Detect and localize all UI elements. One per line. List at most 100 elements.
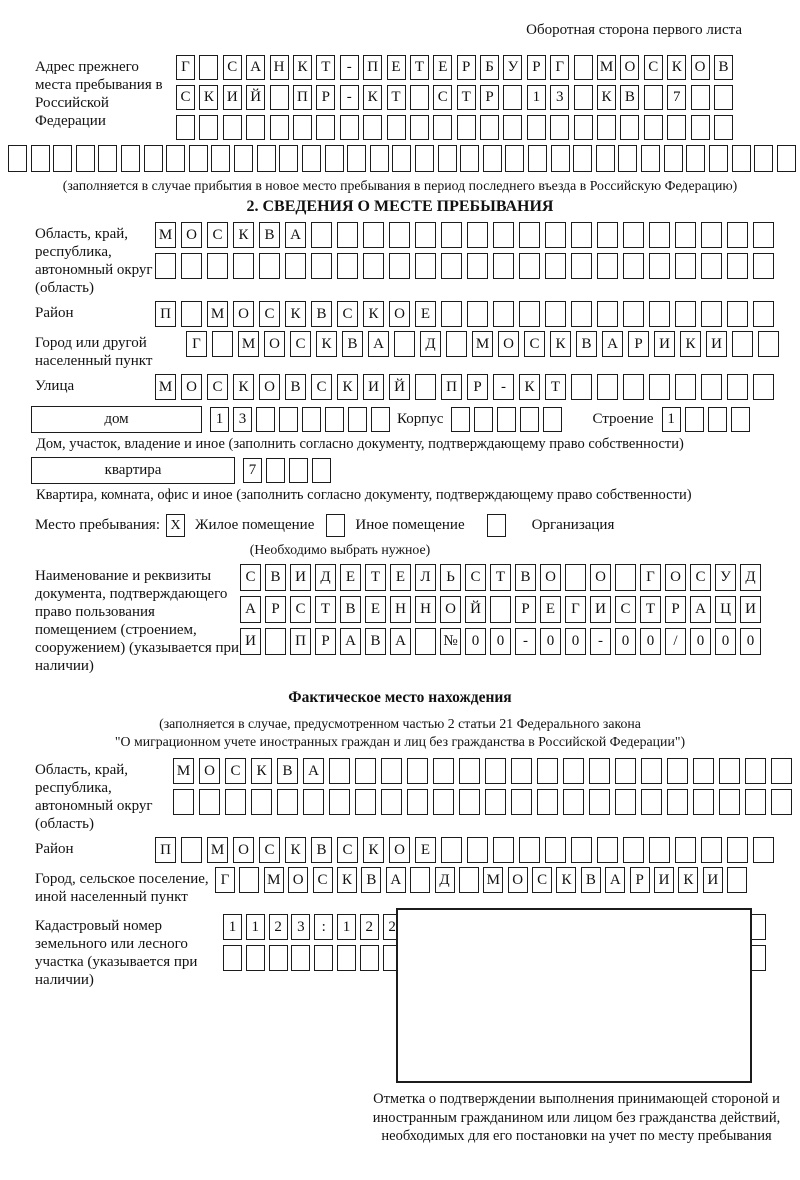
char-cell[interactable] xyxy=(251,789,272,815)
char-cell[interactable]: 0 xyxy=(490,628,511,655)
char-cell[interactable] xyxy=(336,945,356,971)
char-cell[interactable]: - xyxy=(515,628,536,655)
char-cell[interactable]: Б xyxy=(480,55,500,80)
char-cell[interactable] xyxy=(589,789,610,815)
char-cell[interactable] xyxy=(292,115,312,140)
char-cell[interactable]: М xyxy=(472,331,493,357)
char-cell[interactable]: А xyxy=(303,758,324,784)
char-cell[interactable]: - xyxy=(493,374,514,400)
char-cell[interactable]: Р xyxy=(628,331,649,357)
char-cell[interactable] xyxy=(707,407,727,432)
char-cell[interactable]: К xyxy=(363,301,384,327)
char-cell[interactable] xyxy=(359,945,379,971)
char-cell[interactable]: А xyxy=(285,222,306,248)
char-cell[interactable]: К xyxy=(556,867,577,893)
char-cell[interactable] xyxy=(348,407,367,432)
char-cell[interactable]: О xyxy=(181,222,202,248)
char-cell[interactable] xyxy=(389,222,410,248)
char-cell[interactable] xyxy=(701,222,722,248)
char-cell[interactable] xyxy=(545,301,566,327)
char-cell[interactable]: С xyxy=(311,374,332,400)
char-cell[interactable] xyxy=(511,758,532,784)
char-cell[interactable]: Р xyxy=(316,85,336,110)
char-cell[interactable] xyxy=(563,789,584,815)
char-cell[interactable] xyxy=(623,837,644,863)
char-cell[interactable] xyxy=(643,115,663,140)
char-cell[interactable] xyxy=(730,407,750,432)
char-cell[interactable]: О xyxy=(665,564,686,591)
char-cell[interactable]: Т xyxy=(490,564,511,591)
char-cell[interactable] xyxy=(433,789,454,815)
char-cell[interactable]: Т xyxy=(456,85,476,110)
char-cell[interactable]: Е xyxy=(540,596,561,623)
char-cell[interactable]: С xyxy=(222,55,242,80)
char-cell[interactable] xyxy=(701,253,722,279)
char-cell[interactable] xyxy=(713,85,733,110)
char-cell[interactable] xyxy=(519,222,540,248)
char-cell[interactable]: Й xyxy=(246,85,266,110)
char-cell[interactable]: А xyxy=(340,628,361,655)
char-cell[interactable]: М xyxy=(155,374,176,400)
char-cell[interactable] xyxy=(597,253,618,279)
char-cell[interactable] xyxy=(143,145,163,172)
char-cell[interactable]: С xyxy=(290,331,311,357)
char-cell[interactable] xyxy=(537,789,558,815)
char-cell[interactable] xyxy=(181,301,202,327)
char-cell[interactable]: Р xyxy=(629,867,650,893)
char-cell[interactable] xyxy=(675,253,696,279)
char-cell[interactable]: Г xyxy=(565,596,586,623)
char-cell[interactable] xyxy=(121,145,141,172)
char-cell[interactable]: Е xyxy=(340,564,361,591)
char-cell[interactable]: С xyxy=(532,867,553,893)
char-cell[interactable] xyxy=(649,301,670,327)
char-cell[interactable] xyxy=(641,145,661,172)
char-cell[interactable] xyxy=(620,115,640,140)
char-cell[interactable] xyxy=(265,628,286,655)
char-cell[interactable] xyxy=(407,789,428,815)
char-cell[interactable]: С xyxy=(337,837,358,863)
char-cell[interactable] xyxy=(754,145,774,172)
char-cell[interactable] xyxy=(589,758,610,784)
char-cell[interactable] xyxy=(415,374,436,400)
char-cell[interactable]: 1 xyxy=(661,407,681,432)
char-cell[interactable]: 2 xyxy=(359,914,379,940)
char-cell[interactable] xyxy=(460,145,480,172)
char-cell[interactable]: М xyxy=(263,867,284,893)
char-cell[interactable] xyxy=(505,145,525,172)
char-cell[interactable]: С xyxy=(290,596,311,623)
char-cell[interactable]: А xyxy=(240,596,261,623)
char-cell[interactable] xyxy=(415,253,436,279)
char-cell[interactable]: С xyxy=(207,374,228,400)
char-cell[interactable]: Д xyxy=(740,564,761,591)
char-cell[interactable] xyxy=(758,331,779,357)
char-cell[interactable]: К xyxy=(285,301,306,327)
char-cell[interactable]: А xyxy=(390,628,411,655)
char-cell[interactable] xyxy=(8,145,27,172)
char-cell[interactable] xyxy=(649,222,670,248)
char-cell[interactable]: В xyxy=(515,564,536,591)
char-cell[interactable] xyxy=(199,115,219,140)
char-cell[interactable]: К xyxy=(363,837,384,863)
char-cell[interactable] xyxy=(337,253,358,279)
char-cell[interactable]: Р xyxy=(480,85,500,110)
char-cell[interactable]: К xyxy=(337,374,358,400)
char-cell[interactable] xyxy=(285,253,306,279)
char-cell[interactable]: : xyxy=(314,914,334,940)
char-cell[interactable] xyxy=(415,222,436,248)
char-cell[interactable]: О xyxy=(233,301,254,327)
char-cell[interactable] xyxy=(166,145,186,172)
char-cell[interactable] xyxy=(745,789,766,815)
char-cell[interactable] xyxy=(693,758,714,784)
char-cell[interactable]: О xyxy=(440,596,461,623)
char-cell[interactable] xyxy=(211,145,231,172)
char-cell[interactable] xyxy=(441,253,462,279)
char-cell[interactable]: С xyxy=(225,758,246,784)
char-cell[interactable] xyxy=(407,758,428,784)
char-cell[interactable] xyxy=(571,374,592,400)
char-cell[interactable]: П xyxy=(363,55,383,80)
char-cell[interactable] xyxy=(459,789,480,815)
char-cell[interactable]: С xyxy=(259,837,280,863)
char-cell[interactable] xyxy=(745,758,766,784)
char-cell[interactable]: И xyxy=(363,374,384,400)
char-cell[interactable] xyxy=(269,115,289,140)
